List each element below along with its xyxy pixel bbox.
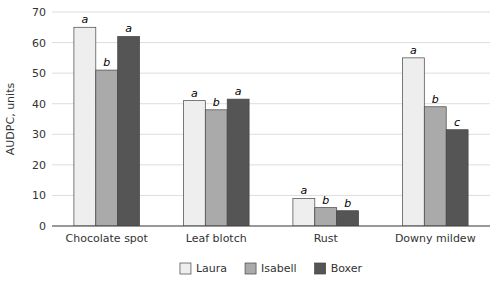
- bar-annotation: c: [454, 116, 460, 129]
- bar: [118, 36, 140, 226]
- y-tick-label: 30: [32, 128, 46, 141]
- bar: [402, 58, 424, 226]
- bar: [315, 208, 337, 226]
- bars: [74, 27, 468, 226]
- bar: [337, 211, 359, 226]
- legend-item: Isabell: [245, 262, 297, 275]
- y-tick-label: 20: [32, 159, 46, 172]
- chart: 0 10 20 30 40 50 60 70 AUDPC, units a a a a b b b b a a b c C…: [0, 0, 500, 292]
- x-tick-label: Leaf blotch: [186, 232, 247, 245]
- legend-item: Laura: [180, 262, 227, 275]
- y-tick-label: 50: [32, 67, 46, 80]
- bar: [74, 27, 96, 226]
- x-tick-label: Rust: [314, 232, 339, 245]
- legend-swatch: [245, 263, 256, 274]
- grid-line: [52, 226, 490, 227]
- bar: [446, 130, 468, 226]
- bar-annotation: b: [344, 197, 351, 210]
- bar-annotation: a: [81, 13, 88, 26]
- y-tick-label: 60: [32, 37, 46, 50]
- bar: [227, 99, 249, 226]
- bar-annotation: b: [322, 194, 329, 207]
- y-tick-label: 0: [39, 220, 46, 233]
- legend-label: Boxer: [331, 262, 363, 275]
- bar: [424, 107, 446, 226]
- x-tick-label: Downy mildew: [395, 232, 476, 245]
- grid-line: [52, 12, 490, 13]
- bar-annotation: b: [213, 96, 220, 109]
- bar-annotation: a: [191, 87, 198, 100]
- x-axis-line: [52, 226, 490, 227]
- bar-annotation: a: [235, 85, 242, 98]
- y-tick-label: 70: [32, 6, 46, 19]
- bar-annotation: b: [103, 56, 110, 69]
- bar-annotation: a: [300, 184, 307, 197]
- legend-swatch: [315, 263, 326, 274]
- y-axis-label: AUDPC, units: [4, 83, 17, 156]
- y-tick-label: 10: [32, 189, 46, 202]
- bar: [96, 70, 118, 226]
- grid: [52, 12, 490, 226]
- legend: Laura Isabell Boxer: [180, 262, 363, 275]
- legend-label: Laura: [196, 262, 227, 275]
- legend-swatch: [180, 263, 191, 274]
- bar-annotation: a: [410, 44, 417, 57]
- y-tick-label: 40: [32, 98, 46, 111]
- bar: [293, 198, 315, 226]
- x-tick-label: Chocolate spot: [66, 232, 149, 245]
- bar: [205, 110, 227, 226]
- legend-item: Boxer: [315, 262, 363, 275]
- bar-annotation: b: [432, 93, 439, 106]
- bar: [183, 101, 205, 226]
- bar-annotation: a: [125, 22, 132, 35]
- legend-label: Isabell: [261, 262, 297, 275]
